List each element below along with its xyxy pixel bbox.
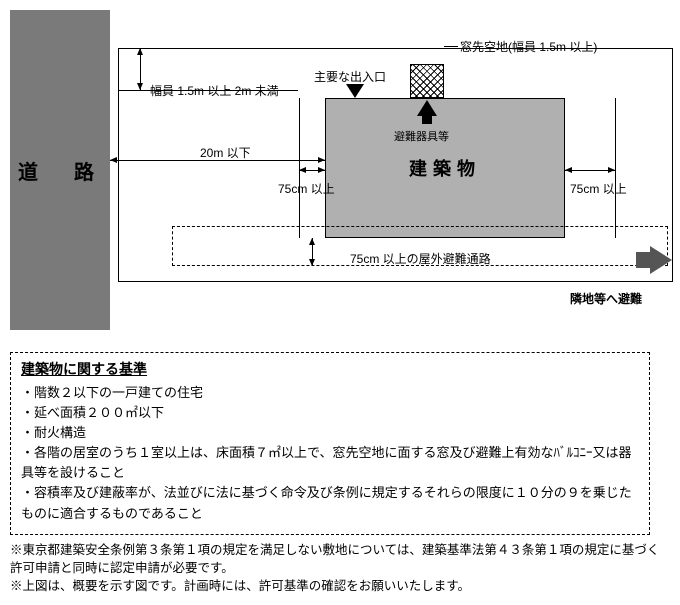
clear-75-right-arrow: [565, 170, 615, 171]
criteria-item: 延べ面積２００㎡以下: [21, 403, 639, 423]
criteria-item: 容積率及び建蔽率が、法並びに法に基づく命令及び条例に規定するそれらの限度に１０分…: [21, 483, 639, 523]
clear-75-left-label: 75cm 以上: [278, 180, 335, 197]
escape-arrow-icon: [650, 246, 672, 274]
helper-vline-right: [615, 98, 616, 238]
entrance-triangle-icon: [346, 84, 364, 98]
helper-top-inner-line: [118, 90, 298, 91]
window-space-label: 窓先空地(幅員 1.5m 以上): [460, 38, 597, 55]
building: 建築物: [325, 98, 565, 238]
road-label: 道 路: [18, 156, 102, 185]
evac-equipment-arrow-icon: [417, 100, 437, 116]
footnotes: ※東京都建築安全条例第３条第１項の規定を満足しない敷地については、建築基準法第４…: [10, 541, 660, 595]
criteria-title: 建築物に関する基準: [21, 359, 639, 381]
site-diagram: 道 路 建築物 窓先空地(幅員 1.5m 以上) 主要な出入口 避難器具等 幅員…: [10, 10, 670, 340]
footnote-line: ※上図は、概要を示す図です。計画時には、許可基準の確認をお願いいたします。: [10, 577, 660, 595]
criteria-item: 階数２以下の一戸建ての住宅: [21, 383, 639, 403]
footnote-line: ※東京都建築安全条例第３条第１項の規定を満足しない敷地については、建築基準法第４…: [10, 541, 660, 577]
outdoor-corridor-label: 75cm 以上の屋外避難通路: [350, 250, 491, 267]
corridor-width-arrow: [312, 238, 313, 266]
escape-adjacent-label: 隣地等へ避難: [570, 290, 642, 307]
window-open-space-icon: [410, 64, 444, 98]
distance-20m-label: 20m 以下: [200, 144, 251, 161]
criteria-list: 階数２以下の一戸建ての住宅 延べ面積２００㎡以下 耐火構造 各階の居室のうち１室…: [21, 383, 639, 524]
width-arrow: [140, 48, 141, 90]
helper-vline-left: [299, 98, 300, 238]
road: 道 路: [10, 10, 110, 330]
main-entrance-label: 主要な出入口: [314, 68, 386, 85]
building-label: 建築物: [409, 155, 481, 181]
leader-line: [444, 46, 458, 47]
clear-75-left-arrow: [299, 170, 325, 171]
criteria-item: 耐火構造: [21, 423, 639, 443]
clear-75-right-label: 75cm 以上: [570, 180, 627, 197]
criteria-item: 各階の居室のうち１室以上は、床面積７㎡以上で、窓先空地に面する窓及び避難上有効な…: [21, 443, 639, 483]
evac-equipment-label: 避難器具等: [394, 128, 449, 144]
criteria-box: 建築物に関する基準 階数２以下の一戸建ての住宅 延べ面積２００㎡以下 耐火構造 …: [10, 352, 650, 535]
